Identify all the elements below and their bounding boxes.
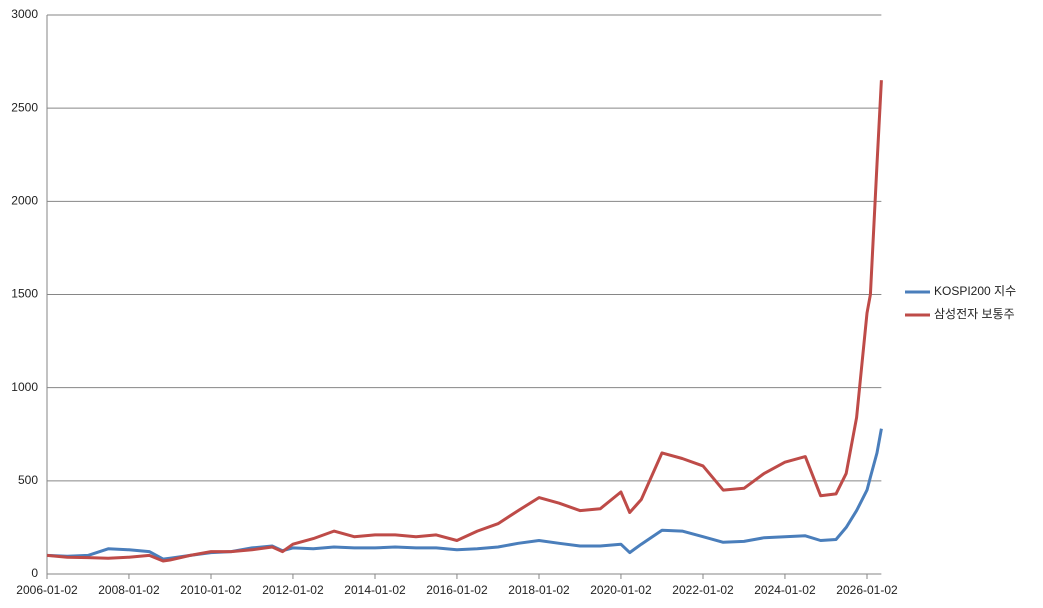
y-tick-label: 2500 (11, 100, 38, 114)
x-tick-label: 2024-01-02 (754, 583, 816, 597)
y-tick-label: 0 (31, 566, 38, 580)
x-tick-label: 2014-01-02 (344, 583, 406, 597)
y-tick-label: 1500 (11, 287, 38, 301)
legend-label: KOSPI200 지수 (934, 284, 1016, 298)
x-tick-label: 2016-01-02 (426, 583, 488, 597)
y-tick-label: 500 (18, 473, 38, 487)
y-tick-label: 2000 (11, 194, 38, 208)
series-line (46, 80, 883, 563)
x-tick-label: 2018-01-02 (508, 583, 570, 597)
series-line (46, 428, 883, 561)
y-tick-label: 1000 (11, 380, 38, 394)
x-tick-label: 2020-01-02 (590, 583, 652, 597)
x-tick-label: 2026-01-02 (836, 583, 898, 597)
x-tick-label: 2010-01-02 (180, 583, 242, 597)
x-tick-label: 2012-01-02 (262, 583, 324, 597)
x-tick-label: 2006-01-02 (16, 583, 78, 597)
legend-label: 삼성전자 보통주 (934, 307, 1015, 321)
x-tick-label: 2008-01-02 (98, 583, 160, 597)
x-tick-label: 2022-01-02 (672, 583, 734, 597)
y-tick-label: 3000 (11, 7, 38, 21)
